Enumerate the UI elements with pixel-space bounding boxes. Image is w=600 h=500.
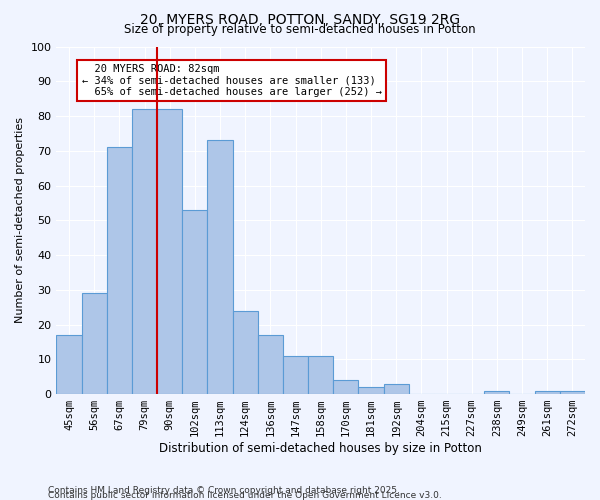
X-axis label: Distribution of semi-detached houses by size in Potton: Distribution of semi-detached houses by … xyxy=(159,442,482,455)
Text: Contains HM Land Registry data © Crown copyright and database right 2025.: Contains HM Land Registry data © Crown c… xyxy=(48,486,400,495)
Bar xyxy=(535,390,560,394)
Bar xyxy=(82,294,107,394)
Bar xyxy=(358,387,383,394)
Bar xyxy=(56,335,82,394)
Text: 20 MYERS ROAD: 82sqm
← 34% of semi-detached houses are smaller (133)
  65% of se: 20 MYERS ROAD: 82sqm ← 34% of semi-detac… xyxy=(82,64,382,97)
Bar xyxy=(308,356,333,394)
Bar xyxy=(283,356,308,394)
Text: Size of property relative to semi-detached houses in Potton: Size of property relative to semi-detach… xyxy=(124,22,476,36)
Bar xyxy=(333,380,358,394)
Bar xyxy=(132,109,157,394)
Bar xyxy=(233,310,258,394)
Bar xyxy=(157,109,182,394)
Text: 20, MYERS ROAD, POTTON, SANDY, SG19 2RG: 20, MYERS ROAD, POTTON, SANDY, SG19 2RG xyxy=(140,12,460,26)
Bar xyxy=(258,335,283,394)
Bar xyxy=(208,140,233,394)
Bar xyxy=(560,390,585,394)
Bar xyxy=(383,384,409,394)
Bar xyxy=(107,148,132,394)
Text: Contains public sector information licensed under the Open Government Licence v3: Contains public sector information licen… xyxy=(48,491,442,500)
Bar xyxy=(484,390,509,394)
Y-axis label: Number of semi-detached properties: Number of semi-detached properties xyxy=(15,118,25,324)
Bar xyxy=(182,210,208,394)
